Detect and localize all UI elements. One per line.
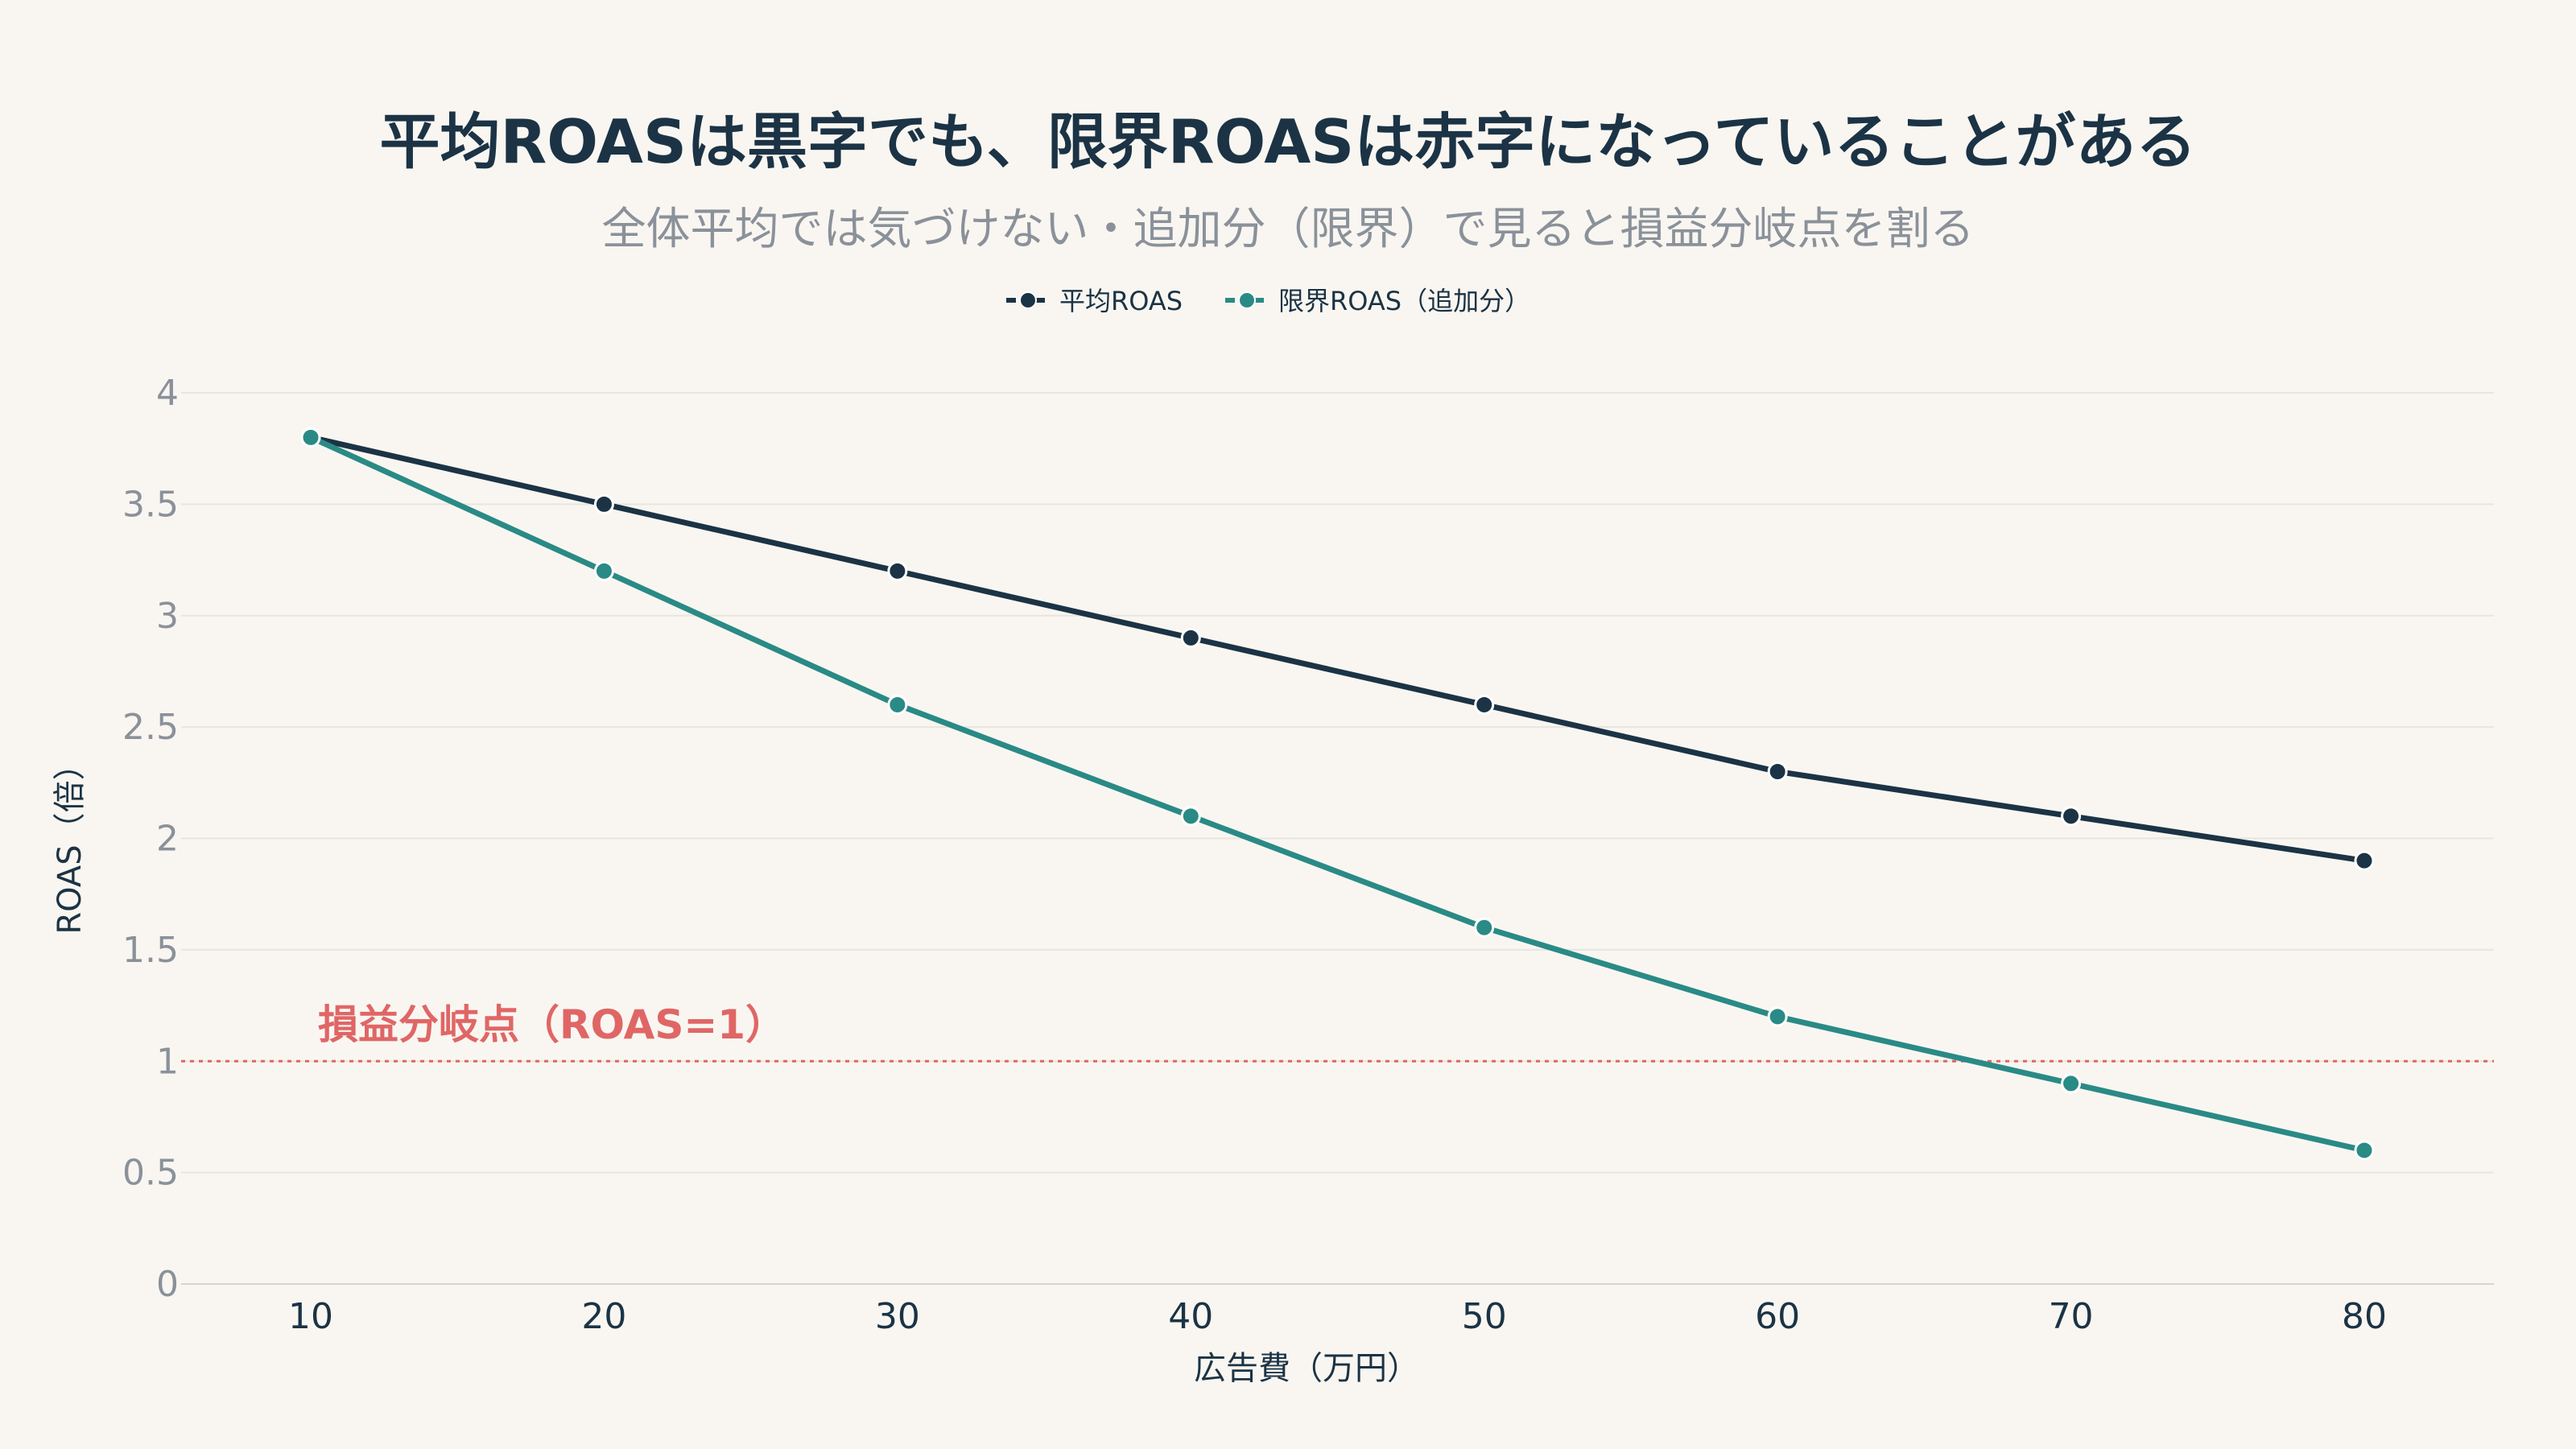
series-1 xyxy=(300,427,2375,871)
data-point xyxy=(887,694,908,715)
x-tick-label: 10 xyxy=(288,1296,333,1337)
chart-title: 平均ROASは黒字でも、限界ROASは赤字になっていることがある xyxy=(379,106,2196,177)
y-tick-label: 1 xyxy=(156,1041,179,1082)
data-point xyxy=(2354,1140,2375,1161)
x-tick-label: 40 xyxy=(1168,1296,1213,1337)
data-point xyxy=(2061,806,2082,827)
legend: 平均ROAS 限界ROAS（追加分） xyxy=(1006,286,1530,316)
data-point xyxy=(1767,761,1788,782)
chart-subtitle: 全体平均では気づけない・追加分（限界）で見ると損益分岐点を割る xyxy=(601,203,1974,254)
legend-swatch-marker xyxy=(1019,291,1037,309)
y-axis-label: ROAS（倍） xyxy=(52,748,89,934)
series-line xyxy=(308,434,2368,864)
data-point xyxy=(1767,1006,1788,1027)
y-tick-label: 3 xyxy=(156,596,179,637)
data-point xyxy=(593,560,614,581)
y-tick-label: 4 xyxy=(156,373,179,414)
series-group xyxy=(300,427,2375,1161)
data-point xyxy=(1180,806,1201,827)
x-tick-label: 20 xyxy=(581,1296,626,1337)
data-point xyxy=(1180,627,1201,648)
data-point xyxy=(593,493,614,514)
break-even-line-group: 損益分岐点（ROAS=1） xyxy=(181,1001,2494,1063)
y-tick-label: 1.5 xyxy=(122,930,179,971)
grid xyxy=(181,392,2494,1285)
data-point xyxy=(1474,917,1495,938)
data-point xyxy=(887,560,908,581)
x-tick-label: 80 xyxy=(2342,1296,2387,1337)
legend-label: 平均ROAS xyxy=(1059,286,1183,316)
x-tick-label: 50 xyxy=(1462,1296,1507,1337)
y-tick-label: 0 xyxy=(156,1264,179,1305)
y-tick-label: 3.5 xyxy=(122,484,179,525)
data-point xyxy=(1474,694,1495,715)
x-tick-label: 70 xyxy=(2049,1296,2094,1337)
y-tick-label: 2.5 xyxy=(122,707,179,748)
data-point xyxy=(2061,1073,2082,1094)
break-even-label: 損益分岐点（ROAS=1） xyxy=(318,1001,786,1048)
x-axis-label: 広告費（万円） xyxy=(1194,1350,1419,1387)
legend-item-2: 限界ROAS（追加分） xyxy=(1225,286,1530,316)
data-point xyxy=(2354,850,2375,871)
y-axis-ticks: 0 0.5 1 1.5 2 2.5 3 3.5 4 xyxy=(122,373,179,1305)
legend-label: 限界ROAS（追加分） xyxy=(1278,286,1530,316)
series-2 xyxy=(300,427,2375,1161)
x-axis-ticks: 10 20 30 40 50 60 70 80 xyxy=(288,1296,2387,1337)
x-tick-label: 30 xyxy=(875,1296,920,1337)
x-tick-label: 60 xyxy=(1755,1296,1800,1337)
y-tick-label: 0.5 xyxy=(122,1153,179,1194)
legend-swatch-marker xyxy=(1238,291,1256,309)
y-tick-label: 2 xyxy=(156,819,179,860)
data-point xyxy=(300,427,321,448)
legend-item-1: 平均ROAS xyxy=(1006,286,1183,316)
series-line xyxy=(308,434,2368,1154)
